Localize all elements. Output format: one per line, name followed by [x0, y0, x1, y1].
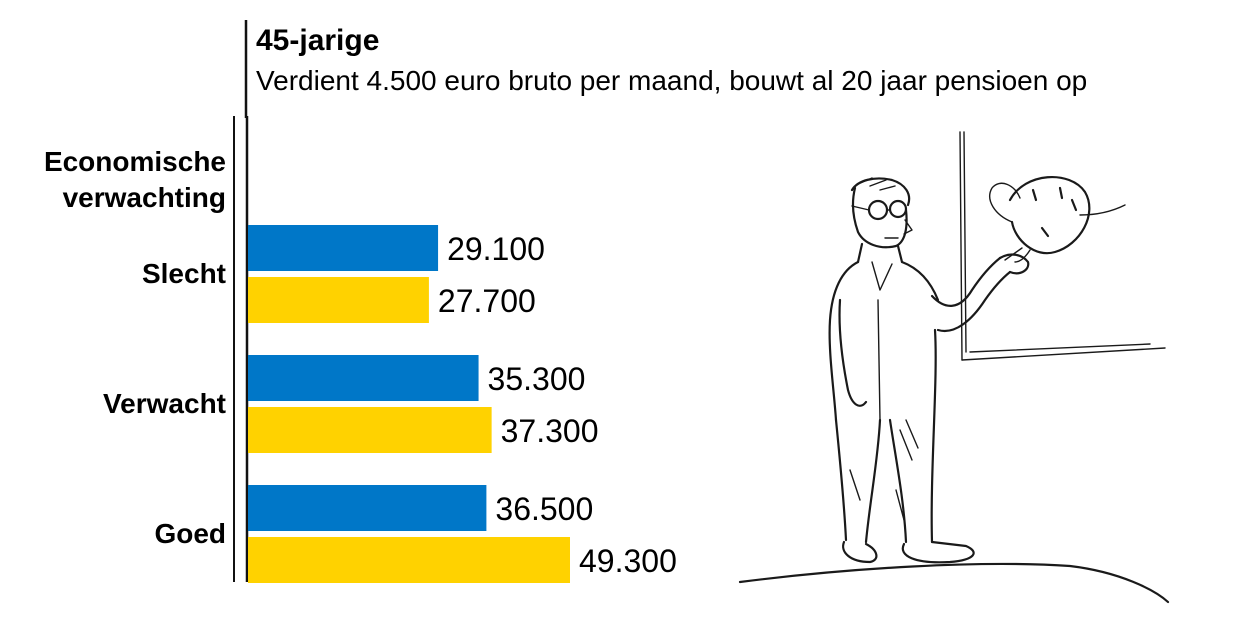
- bar-verwacht-1: [248, 355, 479, 401]
- chart-title: 45-jarige: [256, 24, 379, 57]
- category-label-slecht: Slecht: [142, 258, 226, 289]
- value-label-verwacht-2: 37.300: [501, 413, 599, 449]
- bar-verwacht-2: [248, 407, 492, 453]
- value-label-slecht-2: 27.700: [438, 283, 536, 319]
- category-axis-title-line-2: verwachting: [63, 182, 226, 213]
- bar-slecht-1: [248, 225, 439, 271]
- bar-goed-2: [248, 537, 570, 583]
- value-label-goed-2: 49.300: [579, 543, 677, 579]
- category-axis-title-line-1: Economische: [44, 146, 226, 177]
- bar-slecht-2: [248, 277, 429, 323]
- category-label-verwacht: Verwacht: [103, 388, 226, 419]
- chart-subtitle: Verdient 4.500 euro bruto per maand, bou…: [256, 65, 1087, 96]
- value-label-goed-1: 36.500: [495, 491, 593, 527]
- bars-group: Slecht 29.100 27.700 Verwacht 35.300 37.300 Go…: [103, 225, 677, 583]
- man-pointing-at-balloon-drawing-icon: [738, 131, 1170, 604]
- value-label-slecht-1: 29.100: [447, 231, 545, 267]
- bar-goed-1: [248, 485, 487, 531]
- category-label-goed: Goed: [154, 518, 226, 549]
- value-label-verwacht-1: 35.300: [488, 361, 586, 397]
